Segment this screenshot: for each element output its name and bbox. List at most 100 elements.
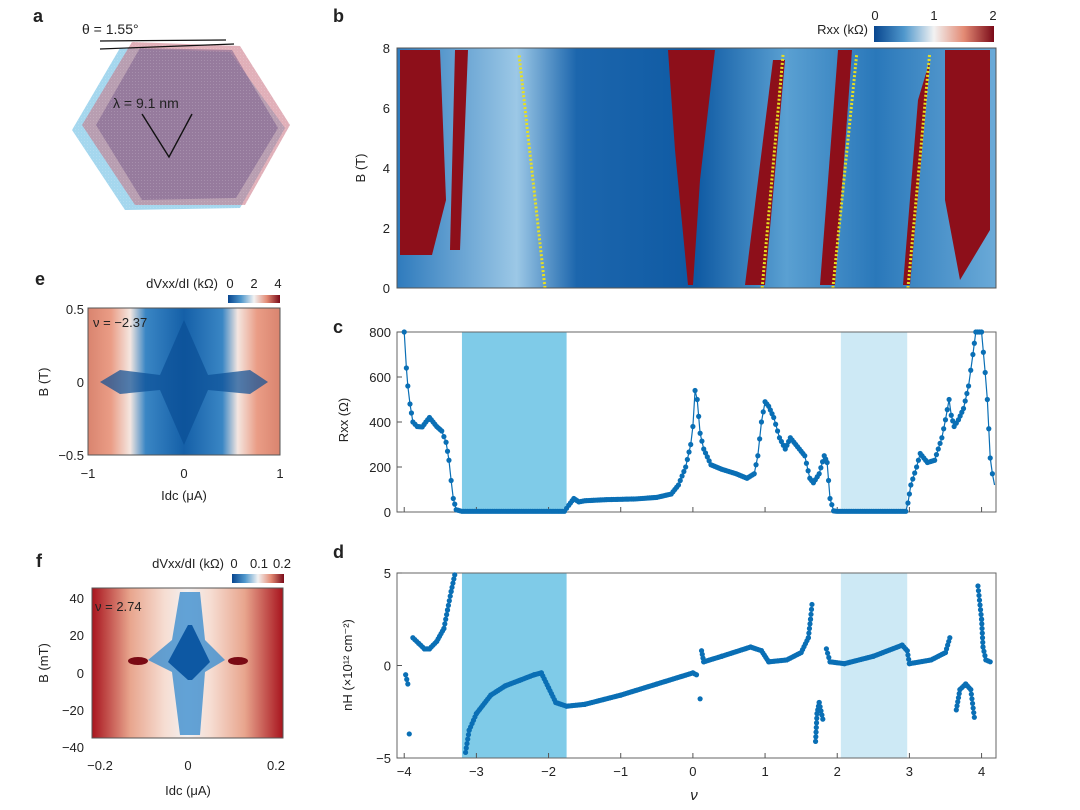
e-x-tick: −1	[81, 466, 96, 481]
c-y-tick: 600	[369, 370, 391, 385]
d-data-point	[406, 731, 412, 737]
c-data-point	[704, 454, 710, 460]
c-data-point	[802, 453, 808, 459]
d-data-point	[452, 572, 458, 578]
c-data-point	[946, 396, 952, 403]
c-data-point	[683, 464, 689, 470]
c-data-point	[905, 500, 911, 506]
c-data-point	[443, 439, 449, 445]
f-colorbar-tick: 0.1	[250, 556, 268, 571]
b-y-tick: 0	[383, 281, 390, 296]
d-data-point	[977, 602, 983, 608]
d-data-point	[976, 592, 982, 599]
d-data-point	[953, 707, 959, 713]
c-data-point	[818, 465, 824, 471]
d-data-point	[969, 700, 976, 707]
c-data-point	[706, 458, 712, 464]
e-colorbar-label: dVxx/dI (kΩ)	[146, 276, 218, 291]
c-data-point	[401, 329, 407, 335]
d-data-point	[442, 621, 448, 627]
f-y-tick: 20	[70, 628, 84, 643]
f-colorbar-tick: 0.2	[273, 556, 291, 571]
d-data-point	[979, 621, 985, 627]
e-x-label: Idc (μA)	[161, 488, 207, 503]
d-data-point	[978, 611, 984, 618]
c-data-point	[774, 428, 781, 434]
panel-d: d −5 0 5 −4 −3 −2 −1 0 1 2 3 4 nH (×10¹² cm⁻²) ν	[333, 542, 997, 804]
d-data-point	[813, 729, 819, 735]
b-colorbar-tick: 2	[989, 8, 996, 23]
c-data-point	[679, 473, 685, 479]
c-data-point	[773, 421, 779, 427]
c-data-point	[944, 407, 950, 413]
b-region	[745, 60, 785, 285]
d-data-point	[975, 588, 982, 594]
angle-line-top	[99, 39, 227, 42]
c-data-point	[688, 441, 694, 448]
d-data-point	[813, 734, 819, 740]
d-data-point	[405, 681, 411, 687]
d-y-tick: 0	[384, 659, 391, 674]
d-data-point	[976, 597, 983, 603]
c-data-point	[758, 419, 765, 425]
c-data-point	[980, 349, 986, 355]
d-data-point	[825, 650, 831, 656]
c-data-point	[932, 457, 938, 463]
c-shaded-region	[840, 332, 908, 512]
c-shaded-region	[461, 332, 567, 512]
b-fan-line	[831, 53, 859, 289]
panel-label-f: f	[36, 551, 43, 571]
c-data-point	[942, 417, 949, 423]
d-data-point	[982, 653, 988, 659]
d-data-point	[403, 672, 409, 678]
panel-label-b: b	[333, 6, 344, 26]
d-data-point	[980, 644, 986, 650]
c-data-point	[978, 329, 985, 335]
b-colorbar-tick: 0	[871, 8, 878, 23]
b-y-label: B (T)	[353, 154, 368, 183]
d-data-point	[813, 720, 820, 726]
d-data-point	[463, 745, 469, 751]
d-data-point	[955, 699, 961, 705]
e-y-tick: 0	[77, 375, 84, 390]
f-y-tick: −20	[62, 703, 84, 718]
panel-e: e ν = −2.37 0.5 0 −0.5 −1 0 1 Idc (μA) B…	[35, 269, 284, 503]
c-y-tick: 200	[369, 460, 391, 475]
panel-c: c 0 200 400 600 800 Rxx (Ω)	[333, 317, 997, 520]
panel-b: b 0 2 4 6 8 B (T) Rxx (kΩ) 0 1 2	[333, 6, 997, 296]
d-data-point	[906, 656, 912, 662]
c-data-point	[701, 446, 707, 452]
d-data-point	[979, 630, 985, 636]
d-data-point	[816, 699, 822, 706]
c-data-point	[825, 477, 832, 484]
b-region	[945, 50, 990, 280]
c-data-point	[824, 459, 830, 466]
c-data-point	[948, 412, 954, 418]
d-data-point	[808, 611, 814, 617]
d-data-point	[814, 715, 820, 721]
d-data-point	[445, 602, 452, 608]
c-data-point	[805, 468, 811, 474]
c-data-point	[444, 448, 451, 454]
b-region	[668, 50, 715, 285]
c-data-point	[690, 423, 696, 430]
c-data-point	[448, 477, 454, 484]
d-data-point	[809, 601, 815, 608]
c-data-point	[910, 476, 916, 482]
b-region	[820, 50, 852, 285]
f-x-tick: −0.2	[87, 758, 113, 773]
b-colorbar-tick: 1	[930, 8, 937, 23]
b-frame	[396, 47, 997, 289]
d-x-label: ν	[690, 787, 698, 804]
b-fan-line	[760, 53, 785, 289]
d-data-point	[954, 703, 960, 709]
d-y-tick: 5	[384, 566, 391, 581]
c-data-point	[686, 449, 692, 455]
d-data-point	[807, 616, 814, 622]
c-data-point	[915, 457, 922, 463]
d-data-point	[975, 583, 981, 589]
panel-label-c: c	[333, 317, 343, 337]
e-y-tick: −0.5	[58, 448, 84, 463]
d-data-point	[404, 676, 410, 682]
d-data-point	[979, 625, 985, 632]
